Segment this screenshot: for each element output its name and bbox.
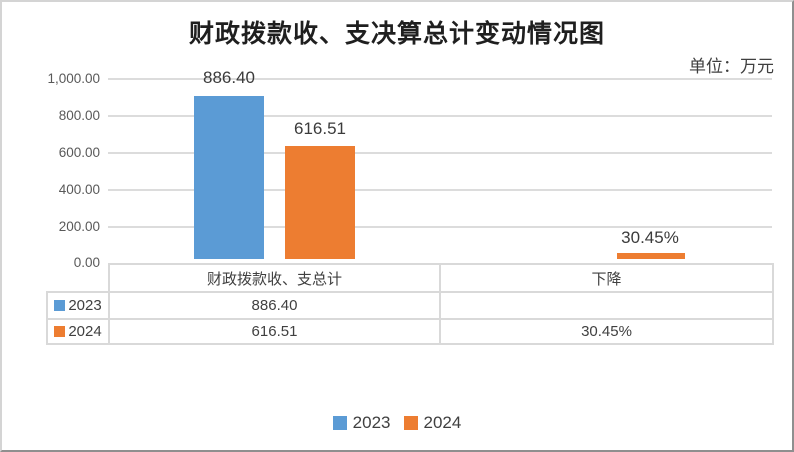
table-cell-2024-decline: 30.45% <box>439 318 774 345</box>
table-corner-cell <box>47 264 109 292</box>
table-row-2024: 2024 616.51 30.45% <box>46 318 774 345</box>
table-row-2023: 2023 886.40 <box>46 291 774 320</box>
table-header-row: 财政拨款收、支总计 下降 <box>47 263 774 293</box>
unit-label: 单位：万元 <box>689 57 774 76</box>
table-header-total: 财政拨款收、支总计 <box>108 263 441 293</box>
table-rowhead-2023: 2023 <box>46 291 110 320</box>
series-2023-swatch-icon <box>54 300 66 311</box>
table-cell-2023-total: 886.40 <box>108 291 441 320</box>
data-label-2024-decline: 30.45% <box>621 228 679 247</box>
y-axis-tick-label: 600.00 <box>58 145 100 160</box>
table-rowhead-2024: 2024 <box>46 318 110 345</box>
table-header-decline: 下降 <box>439 263 774 293</box>
data-table: 财政拨款收、支总计 下降 2023 886.40 2024 616.51 30.… <box>46 263 774 345</box>
series-2024-swatch-icon <box>54 326 66 337</box>
gridline <box>108 115 772 117</box>
data-label-2024-total: 616.51 <box>294 119 346 138</box>
y-axis-tick-label: 0.00 <box>73 255 100 270</box>
table-cell-2024-total: 616.51 <box>108 318 441 345</box>
data-label-2023-total: 886.40 <box>203 68 255 87</box>
table-cell-2023-decline <box>439 291 774 320</box>
legend-swatch-2024-icon <box>403 416 418 430</box>
gridline <box>108 226 772 228</box>
legend-label-2024: 2024 <box>423 413 462 432</box>
gridline <box>108 152 772 154</box>
gridline <box>108 189 772 191</box>
table-rowhead-2024-label: 2024 <box>68 323 102 340</box>
y-axis-tick-label: 1,000.00 <box>47 71 100 86</box>
bar-2023-total <box>194 96 264 259</box>
chart-title: 财政拨款收、支决算总计变动情况图 <box>188 19 605 48</box>
legend-entry-2024: 2024 <box>403 413 462 433</box>
legend-swatch-2023-icon <box>332 416 347 430</box>
y-axis-tick-label: 200.00 <box>58 219 100 234</box>
gridline <box>108 78 772 80</box>
table-rowhead-2023-label: 2023 <box>68 297 102 314</box>
bar-2024-total <box>285 146 355 259</box>
legend-label-2023: 2023 <box>352 413 391 432</box>
y-axis-tick-label: 400.00 <box>58 182 100 197</box>
legend: 2023 2024 <box>2 413 792 433</box>
bar-2024-decline <box>617 253 685 259</box>
y-axis-tick-label: 800.00 <box>58 108 100 123</box>
legend-entry-2023: 2023 <box>332 413 391 433</box>
